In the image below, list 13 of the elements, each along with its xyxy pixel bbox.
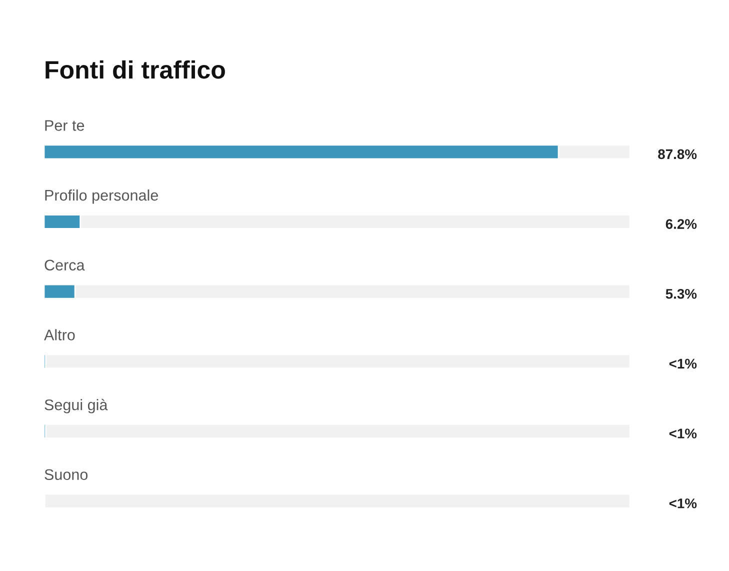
- data-label: <1%: [669, 428, 697, 438]
- y-tick-label: Segui già: [44, 398, 108, 414]
- y-tick-label: Profilo personale: [45, 189, 158, 204]
- data-label: 5.3%: [666, 288, 697, 299]
- y-tick-label: Cerca: [44, 260, 85, 271]
- data-label: 87.8%: [658, 149, 697, 160]
- data-label: <1%: [669, 498, 697, 508]
- data-label: <1%: [669, 358, 697, 369]
- y-tick-label: Suono: [44, 469, 88, 480]
- chart-title: Fonti di traffico: [46, 60, 225, 79]
- data-label: 6.2%: [666, 219, 697, 229]
- y-tick-label: Altro: [44, 329, 75, 340]
- y-tick-label: Per te: [45, 120, 84, 131]
